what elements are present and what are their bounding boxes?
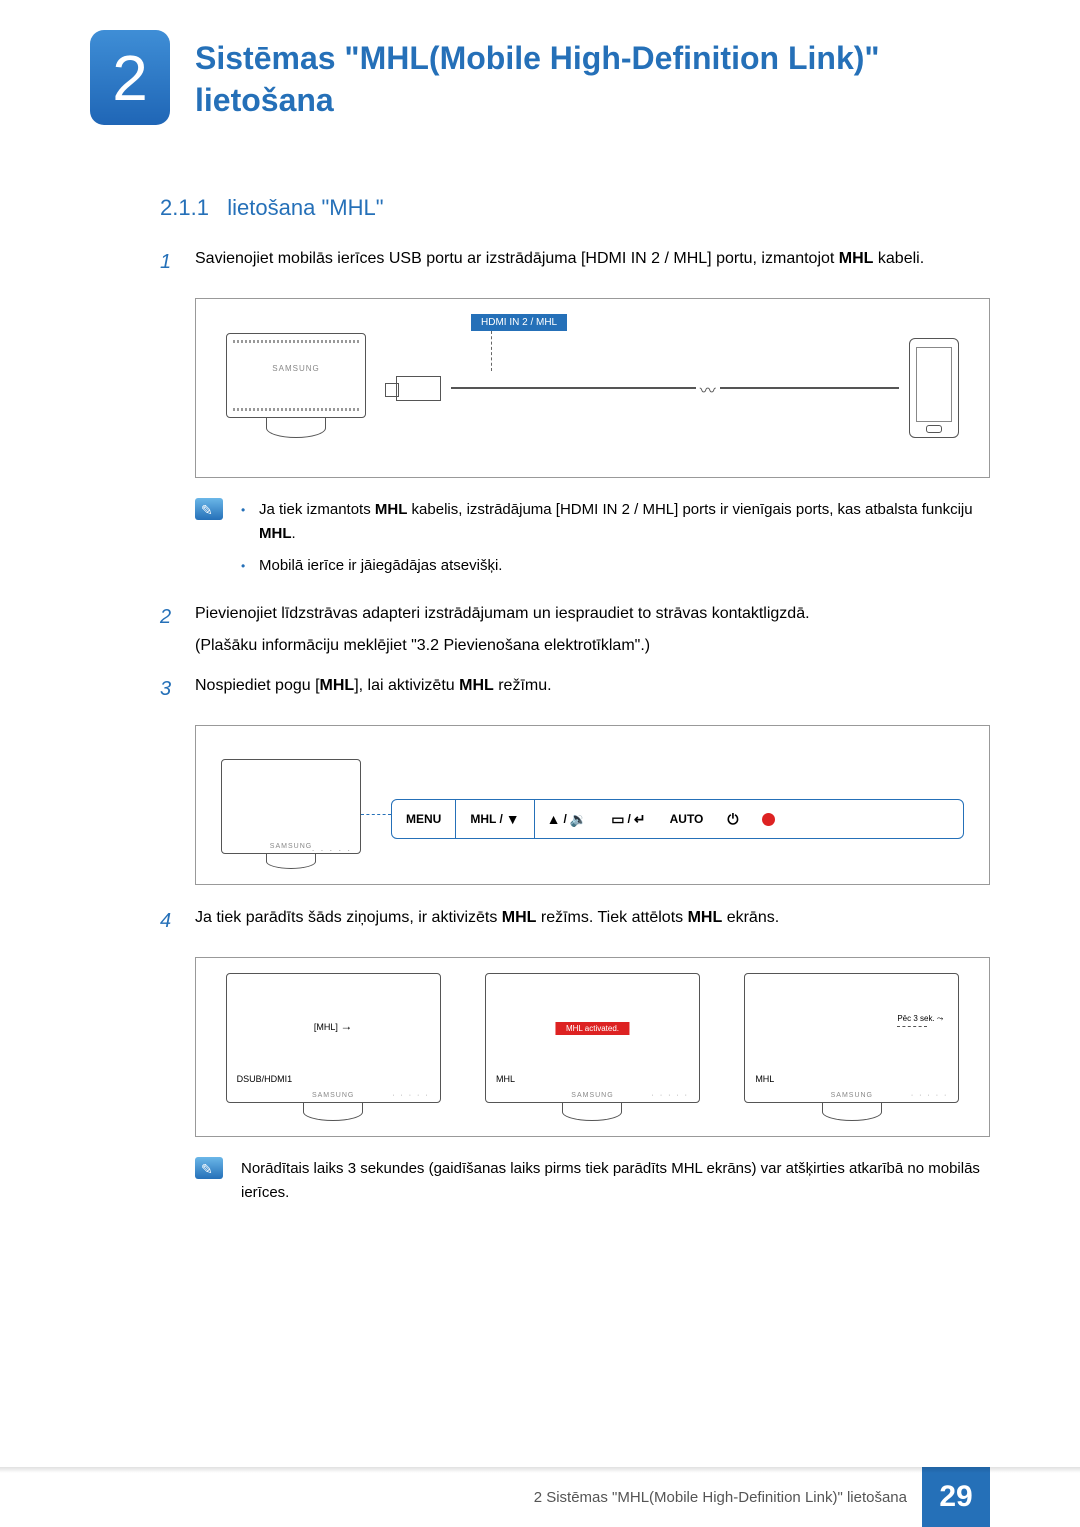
text: Ja tiek parādīts šāds ziņojums, ir aktiv… [195,909,502,926]
step-text: Ja tiek parādīts šāds ziņojums, ir aktiv… [195,905,990,937]
text-bold: MHL [459,677,494,694]
section-title: lietošana "MHL" [227,195,383,220]
notification-label: MHL activated. [556,1022,629,1035]
port-label: HDMI IN 2 / MHL [471,314,567,331]
menu-button[interactable]: MENU [392,800,456,838]
text: režīmu. [494,677,552,694]
step-4: 4 Ja tiek parādīts šāds ziņojums, ir akt… [160,905,990,937]
text: Savienojiet mobilās ierīces USB portu ar… [195,250,839,267]
note-icon [195,498,223,520]
note-icon [195,1157,223,1179]
chapter-title: Sistēmas "MHL(Mobile High-Definition Lin… [195,30,990,121]
info-note: Norādītais laiks 3 sekundes (gaidīšanas … [195,1157,990,1205]
arrow-icon: ⤳ [937,1014,943,1023]
section-heading: 2.1.1 lietošana "MHL" [160,195,990,221]
note-bullet: Mobilā ierīce ir jāiegādājas atsevišķi. [241,554,990,578]
monitor-state-1: [MHL] → DSUB/HDMI1 SAMSUNG · · · · · [226,973,441,1121]
text-bold: MHL [375,501,408,518]
dots-icon: · · · · · [312,846,352,855]
text-bold: MHL [839,250,874,267]
text-bold: MHL [259,525,292,542]
wait-label: Pēc 3 sek. ⤳ [897,1014,943,1027]
inner-label: [MHL] → [314,1019,353,1033]
text-bold: MHL [502,909,537,926]
step-number: 2 [160,601,180,658]
power-icon: ⏻ [727,811,738,828]
monitor-icon: SAMSUNG · · · · · [221,759,361,869]
cable-line-icon [451,387,899,389]
note-bullets: Ja tiek izmantots MHL kabelis, izstrādāj… [241,498,990,578]
enter-icon: ↵ [634,811,646,828]
step-text: Pievienojiet līdzstrāvas adapteri izstrā… [195,601,990,658]
chapter-number-box: 2 [90,30,170,125]
text: Pēc 3 sek. [897,1014,934,1023]
corner-label: MHL [496,1074,515,1084]
dots-icon: · · · · · [392,1092,429,1099]
arrow-icon: → [340,1019,352,1033]
up-volume-button[interactable]: ▲/🔉 [535,800,600,838]
monitor-state-3: Pēc 3 sek. ⤳ MHL SAMSUNG · · · · · [744,973,959,1121]
brand-label: SAMSUNG [831,1092,873,1099]
note-text: Norādītais laiks 3 sekundes (gaidīšanas … [241,1157,990,1205]
auto-button[interactable]: AUTO [658,800,716,838]
text: Pievienojiet līdzstrāvas adapteri izstrā… [195,601,990,627]
footer-shadow [0,1467,1080,1473]
step-number: 3 [160,673,180,705]
brand-label: SAMSUNG [227,364,365,373]
text: [MHL] [314,1022,338,1032]
brand-label: SAMSUNG [312,1092,354,1099]
up-triangle-icon: ▲ [547,811,561,827]
text: režīms. Tiek attēlots [536,909,687,926]
step-text: Nospiediet pogu [MHL], lai aktivizētu MH… [195,673,990,705]
source-enter-button[interactable]: ▭/↵ [599,800,657,838]
monitor-icon: SAMSUNG [226,333,366,443]
chapter-header: 2 Sistēmas "MHL(Mobile High-Definition L… [90,30,990,125]
connection-diagram: SAMSUNG HDMI IN 2 / MHL [195,298,990,478]
step-number: 1 [160,246,180,278]
brand-label: SAMSUNG [571,1092,613,1099]
note-bullet: Ja tiek izmantots MHL kabelis, izstrādāj… [241,498,990,546]
page-number: 29 [922,1467,990,1527]
page-footer: 2 Sistēmas "MHL(Mobile High-Definition L… [0,1467,1080,1527]
text: Nospiediet pogu [ [195,677,320,694]
text-bold: MHL [688,909,723,926]
text: ], lai aktivizētu [354,677,459,694]
corner-label: MHL [755,1074,774,1084]
text: . [292,525,296,542]
footer-text: 2 Sistēmas "MHL(Mobile High-Definition L… [534,1489,922,1506]
step-3: 3 Nospiediet pogu [MHL], lai aktivizētu … [160,673,990,705]
step-text: Savienojiet mobilās ierīces USB portu ar… [195,246,990,278]
section-number: 2.1.1 [160,195,209,220]
step-number: 4 [160,905,180,937]
volume-icon: 🔉 [570,811,587,828]
text-bold: MHL [320,677,355,694]
text: kabeli. [873,250,924,267]
indicator [750,800,787,838]
step-1: 1 Savienojiet mobilās ierīces USB portu … [160,246,990,278]
cable-plug-icon [396,376,441,401]
dots-icon: · · · · · [911,1092,948,1099]
dash-line-icon [361,814,391,815]
button-diagram: SAMSUNG · · · · · MENU MHL / ▼ ▲/🔉 ▭/↵ A… [195,725,990,885]
button-bar: MENU MHL / ▼ ▲/🔉 ▭/↵ AUTO ⏻ [391,799,964,839]
text: ekrāns. [722,909,779,926]
info-note: Ja tiek izmantots MHL kabelis, izstrādāj… [195,498,990,586]
text: Ja tiek izmantots [259,501,375,518]
corner-label: DSUB/HDMI1 [237,1074,293,1084]
mhl-button[interactable]: MHL / ▼ [456,800,534,838]
source-icon: ▭ [611,811,624,828]
monitor-state-2: MHL activated. MHL SAMSUNG · · · · · [485,973,700,1121]
down-triangle-icon: ▼ [506,811,520,827]
text: kabelis, izstrādājuma [HDMI IN 2 / MHL] … [407,501,972,518]
step-2: 2 Pievienojiet līdzstrāvas adapteri izst… [160,601,990,658]
dots-icon: · · · · · [652,1092,689,1099]
phone-icon [909,338,959,438]
text: (Plašāku informāciju meklējiet "3.2 Piev… [195,633,990,659]
screens-diagram: [MHL] → DSUB/HDMI1 SAMSUNG · · · · · MHL… [195,957,990,1137]
power-button[interactable]: ⏻ [715,800,750,838]
label: MHL / [470,812,502,826]
red-dot-icon [762,813,775,826]
